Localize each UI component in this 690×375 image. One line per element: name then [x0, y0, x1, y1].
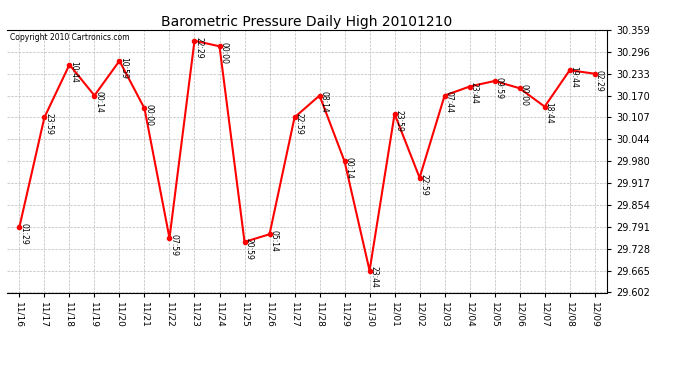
Text: 19:44: 19:44 [569, 66, 578, 88]
Text: 22:59: 22:59 [294, 113, 303, 135]
Text: 09:59: 09:59 [494, 77, 503, 99]
Text: 00:00: 00:00 [219, 42, 228, 64]
Text: 00:14: 00:14 [94, 92, 103, 113]
Text: 10:44: 10:44 [69, 60, 78, 82]
Text: 20:59: 20:59 [244, 238, 253, 260]
Text: 18:44: 18:44 [544, 102, 553, 124]
Text: 05:14: 05:14 [269, 230, 278, 252]
Text: 23:59: 23:59 [44, 113, 53, 135]
Text: Copyright 2010 Cartronics.com: Copyright 2010 Cartronics.com [10, 33, 130, 42]
Text: 23:44: 23:44 [469, 82, 478, 104]
Text: 01:29: 01:29 [19, 223, 28, 245]
Text: 02:29: 02:29 [594, 69, 603, 91]
Text: 07:44: 07:44 [444, 92, 453, 113]
Text: 22:29: 22:29 [194, 37, 203, 58]
Text: 07:59: 07:59 [169, 234, 178, 256]
Text: 00:00: 00:00 [520, 84, 529, 106]
Text: 00:14: 00:14 [344, 157, 353, 179]
Text: 23:59: 23:59 [394, 110, 403, 132]
Text: 22:59: 22:59 [420, 174, 428, 195]
Text: 23:44: 23:44 [369, 267, 378, 288]
Text: 10:59: 10:59 [119, 57, 128, 79]
Title: Barometric Pressure Daily High 20101210: Barometric Pressure Daily High 20101210 [161, 15, 453, 29]
Text: 00:00: 00:00 [144, 104, 153, 126]
Text: 08:14: 08:14 [319, 92, 328, 113]
